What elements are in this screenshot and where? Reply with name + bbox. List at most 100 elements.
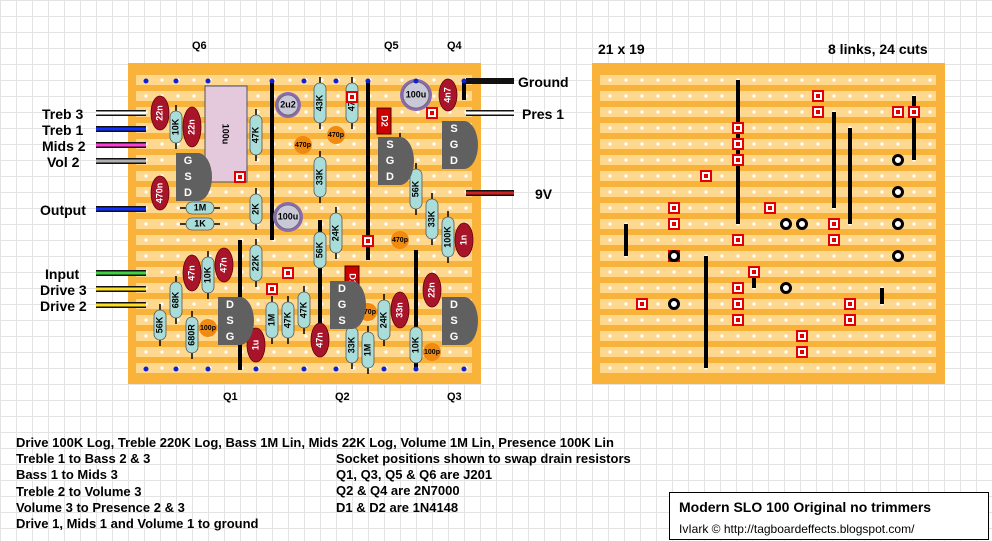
hole — [752, 366, 756, 370]
solder-point — [365, 78, 371, 84]
hole — [912, 206, 916, 210]
hole — [384, 350, 388, 354]
hole — [896, 238, 900, 242]
r-68k-label: 68K — [170, 291, 180, 308]
hole — [672, 78, 676, 82]
hole — [912, 222, 916, 226]
hole — [688, 254, 692, 258]
right-cut-dot — [736, 318, 740, 322]
hole — [800, 78, 804, 82]
hole — [384, 222, 388, 226]
r-56k-a-label: 56K — [314, 241, 324, 258]
hole — [400, 206, 404, 210]
strip — [600, 315, 936, 325]
hole — [656, 94, 660, 98]
c-47n-c — [310, 322, 330, 358]
hole — [192, 238, 196, 242]
r-33k-c — [425, 198, 439, 240]
hole — [624, 350, 628, 354]
right-link-end — [668, 298, 680, 310]
hole — [640, 334, 644, 338]
r-1k — [185, 217, 215, 231]
hole — [144, 318, 148, 322]
hole — [256, 190, 260, 194]
hole — [912, 190, 916, 194]
hole — [848, 94, 852, 98]
hole — [384, 190, 388, 194]
hole — [800, 142, 804, 146]
hole — [752, 142, 756, 146]
hole — [880, 94, 884, 98]
hole — [672, 334, 676, 338]
right-cut-dot — [736, 302, 740, 306]
hole — [784, 174, 788, 178]
hole — [912, 318, 916, 322]
r-1m-c-label: 1M — [362, 344, 372, 357]
right-cut-dot — [736, 142, 740, 146]
hole — [864, 206, 868, 210]
hole — [672, 110, 676, 114]
hole — [144, 94, 148, 98]
c-470p-b-label: 470p — [328, 132, 344, 139]
hole — [176, 254, 180, 258]
c-47n-a — [182, 254, 202, 292]
board-size: 21 x 19 — [598, 41, 645, 57]
hole — [816, 158, 820, 162]
hole — [176, 222, 180, 226]
hole — [864, 286, 868, 290]
hole — [464, 206, 468, 210]
hole — [720, 78, 724, 82]
hole — [656, 78, 660, 82]
transistor-q2-pin: G — [338, 299, 347, 311]
hole — [288, 142, 292, 146]
hole — [656, 286, 660, 290]
hole — [864, 238, 868, 242]
hole — [640, 238, 644, 242]
hole — [688, 206, 692, 210]
hole — [416, 222, 420, 226]
hole — [400, 110, 404, 114]
hole — [864, 158, 868, 162]
hole — [672, 158, 676, 162]
hole — [336, 270, 340, 274]
hole — [880, 318, 884, 322]
hole — [784, 94, 788, 98]
right-cut-dot — [736, 126, 740, 130]
c-22n-c-label: 22n — [426, 282, 436, 298]
hole — [176, 94, 180, 98]
hole — [640, 126, 644, 130]
hole — [208, 238, 212, 242]
hole — [768, 126, 772, 130]
hole — [704, 78, 708, 82]
hole — [656, 334, 660, 338]
hole — [336, 254, 340, 258]
solder-point — [461, 78, 467, 84]
hole — [752, 158, 756, 162]
hole — [640, 254, 644, 258]
note-treble2: Treble 2 to Volume 3 — [16, 483, 142, 499]
hole — [656, 254, 660, 258]
hole — [816, 302, 820, 306]
hole — [192, 366, 196, 370]
hole — [800, 270, 804, 274]
r-47k-c — [281, 301, 295, 339]
cut-left-4-dot — [238, 175, 242, 179]
hole — [368, 270, 372, 274]
hole — [400, 366, 404, 370]
hole — [832, 270, 836, 274]
hole — [800, 94, 804, 98]
hole — [768, 302, 772, 306]
hole — [416, 126, 420, 130]
hole — [160, 286, 164, 290]
hole — [432, 318, 436, 322]
strip — [600, 331, 936, 341]
c-22n-a-label: 22n — [154, 105, 164, 121]
hole — [896, 270, 900, 274]
c-47n-a-label: 47n — [186, 265, 196, 281]
hole — [160, 142, 164, 146]
hole — [816, 190, 820, 194]
hole — [672, 174, 676, 178]
transistor-q5-pin: D — [386, 171, 394, 183]
c-100p-a — [199, 319, 217, 337]
strip — [600, 139, 936, 149]
